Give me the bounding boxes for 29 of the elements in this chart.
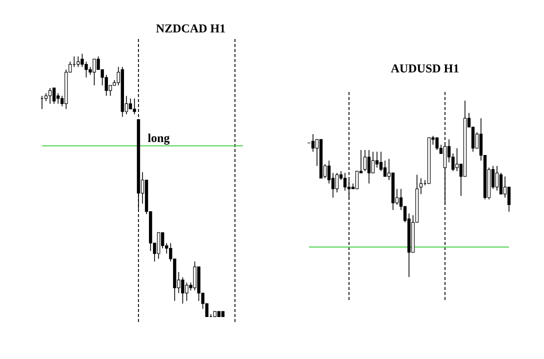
candlestick [383, 160, 387, 177]
candlestick [371, 151, 375, 174]
chart-title: AUDUSD H1 [390, 64, 459, 72]
candlestick [48, 88, 52, 104]
candlestick [335, 172, 339, 193]
candlestick [419, 178, 423, 195]
candlestick [499, 172, 503, 195]
candlestick [76, 56, 80, 68]
candlestick [181, 276, 184, 304]
candlestick [343, 172, 347, 191]
ref-line-label: long [148, 134, 170, 145]
candlestick [363, 150, 367, 172]
candlestick [507, 186, 511, 212]
candlestick [92, 58, 96, 86]
candlestick [355, 170, 359, 190]
candlestick [435, 137, 439, 150]
candlestick [367, 150, 371, 184]
candlestick [157, 232, 160, 260]
candlestick [185, 282, 188, 302]
candlestick [84, 61, 88, 78]
candlestick [80, 53, 84, 68]
candlestick [52, 88, 56, 104]
candlestick [128, 98, 132, 110]
candlestick [40, 95, 44, 110]
candlestick [495, 165, 499, 191]
candlestick [311, 134, 315, 152]
candlestick [193, 261, 196, 291]
chart-title: NZDCAD H1 [156, 24, 225, 32]
candlestick [132, 98, 136, 115]
